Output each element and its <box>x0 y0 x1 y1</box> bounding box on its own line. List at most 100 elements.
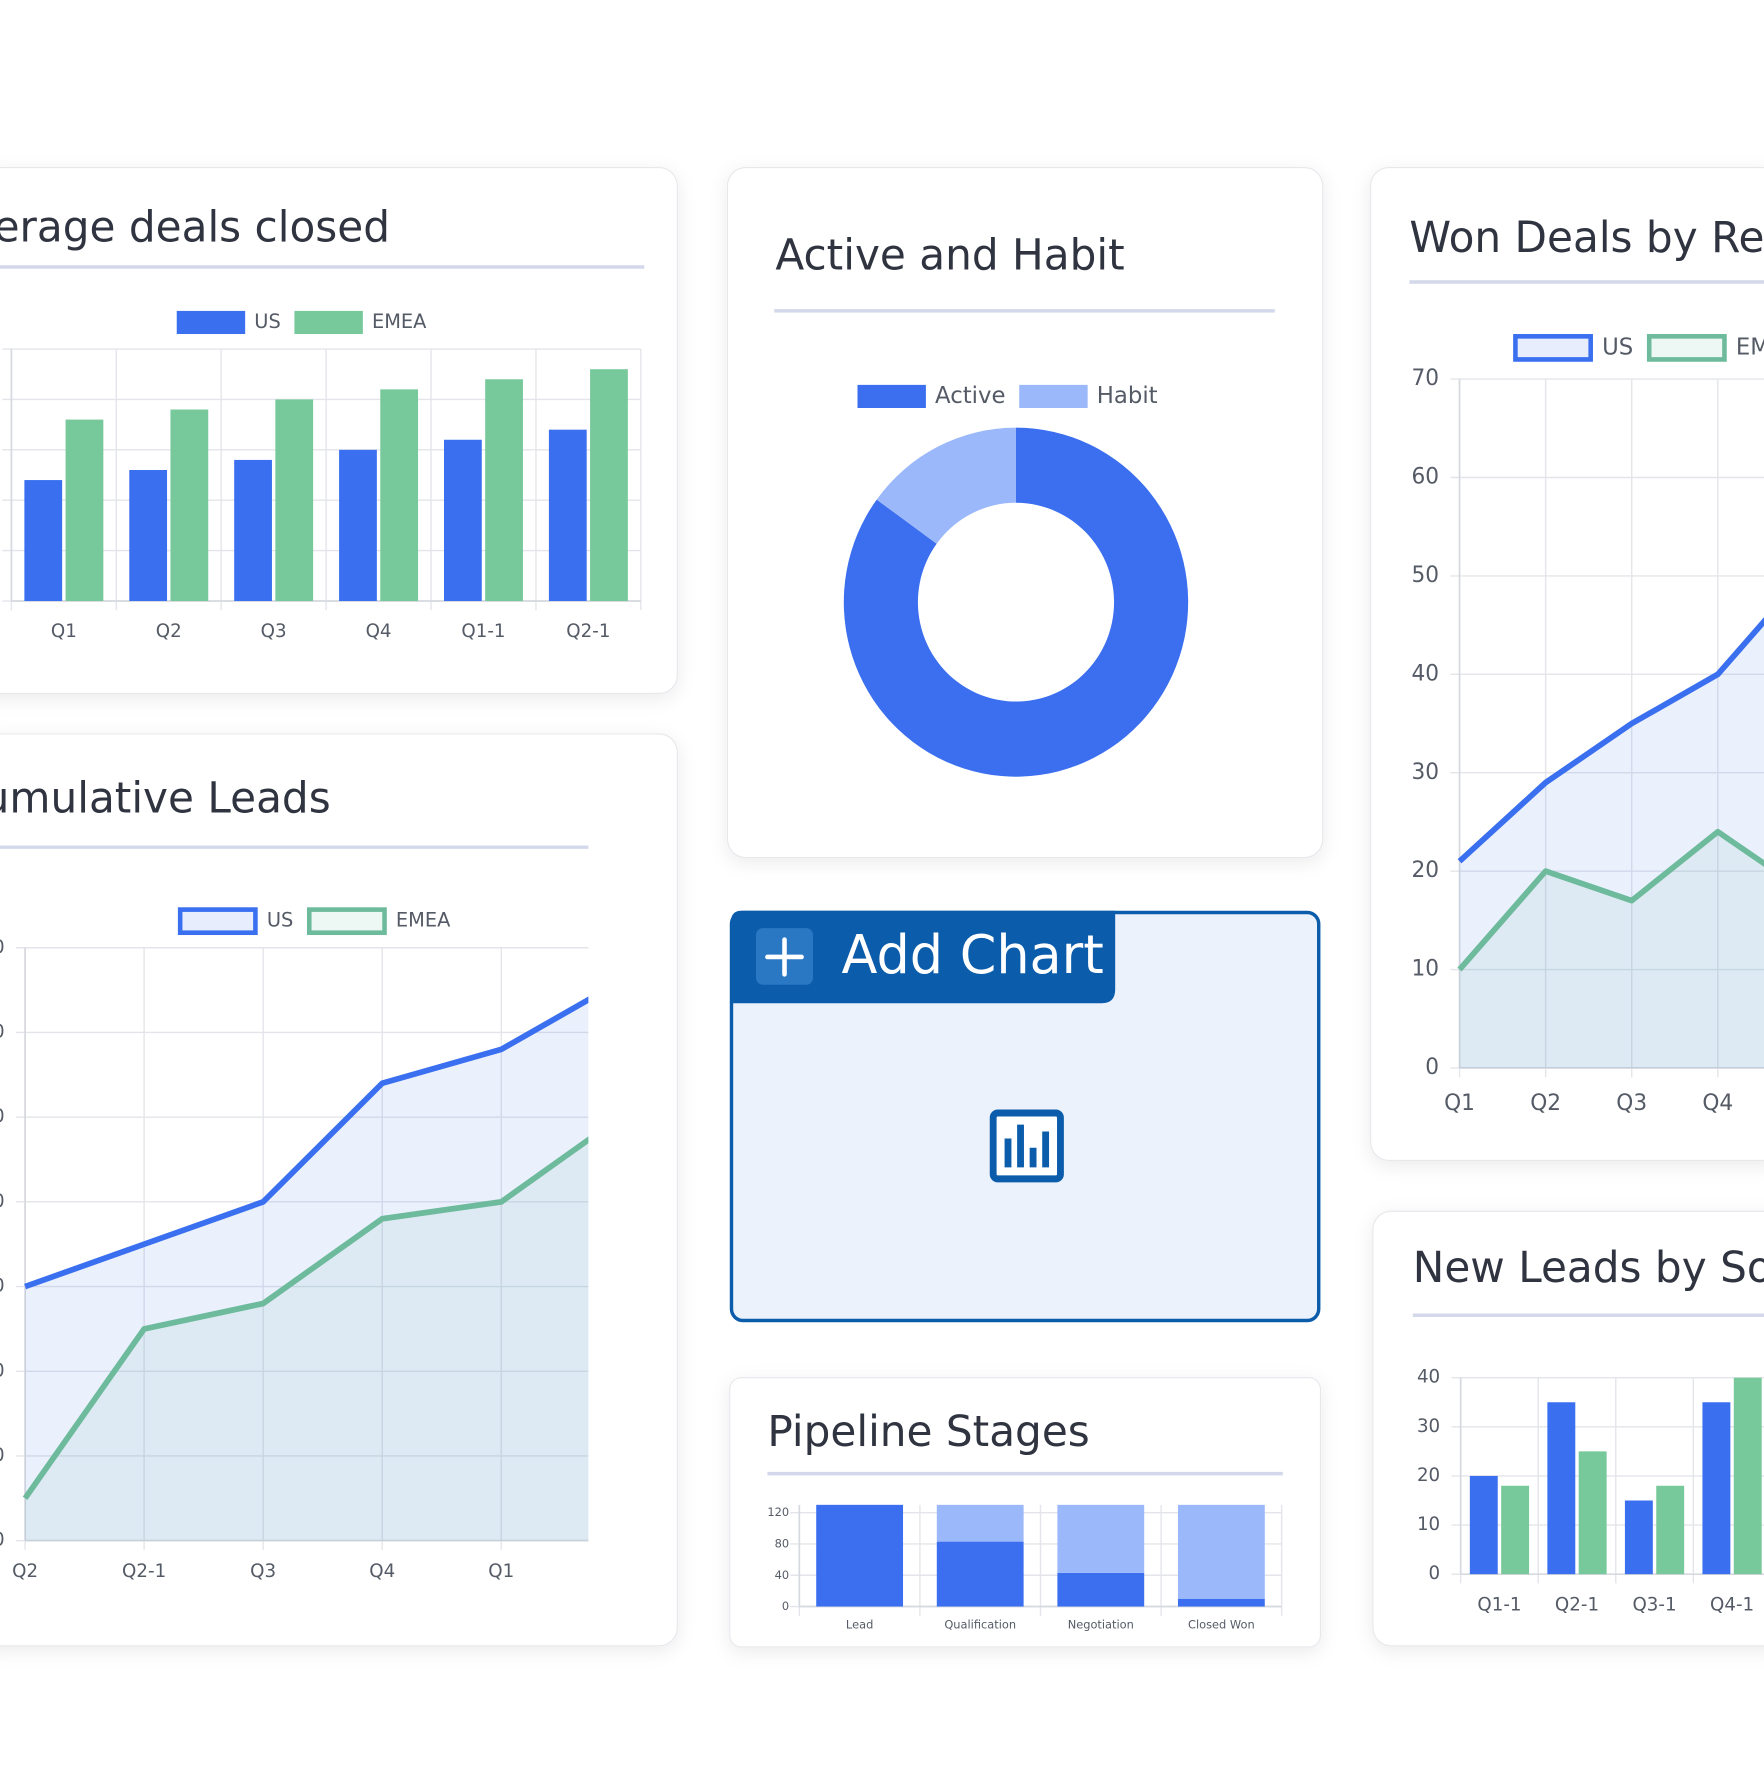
x-tick-label: Q2-1 <box>566 621 610 642</box>
legend-label: EMEA <box>1736 334 1764 360</box>
line <box>1457 617 1764 864</box>
card <box>0 733 678 1647</box>
x-tick-label: Negotiation <box>1068 1617 1134 1631</box>
y-tick-label: 0 <box>1429 1563 1441 1584</box>
legend-swatch <box>1019 384 1088 408</box>
line <box>24 996 589 1290</box>
y-tick-label: 0 <box>0 1530 5 1551</box>
x-tick-label: Q1-1 <box>461 621 505 642</box>
y-tick-label: 40 <box>0 1191 5 1212</box>
card <box>1370 167 1764 1161</box>
legend-swatch <box>1646 334 1727 362</box>
line-area <box>1459 621 1764 1068</box>
x-tick-label: Q4 <box>369 1561 395 1582</box>
y-tick-label: 0 <box>1425 1055 1439 1080</box>
chart-title: Won Deals by Region <box>1409 214 1764 263</box>
bar <box>485 379 523 602</box>
x-tick-label: Q3-1 <box>1632 1594 1676 1615</box>
y-tick-label: 40 <box>1417 1367 1440 1388</box>
chart-title: Active and Habit <box>775 231 1124 280</box>
x-tick-label: Closed Won <box>1188 1617 1255 1631</box>
add-chart-card[interactable]: Add Chart <box>729 910 1321 1323</box>
y-tick-label: 10 <box>0 1445 5 1466</box>
bar <box>1578 1451 1607 1575</box>
bar <box>1733 1377 1762 1575</box>
bar-segment <box>1057 1572 1145 1607</box>
chart-title: Pipeline Stages <box>767 1408 1089 1457</box>
bar-segment <box>816 1504 904 1607</box>
bar <box>443 439 482 602</box>
bar <box>1547 1402 1576 1575</box>
chart: Active and Habit Active Habit <box>774 231 1275 777</box>
chart-title: Average deals closed <box>0 203 390 252</box>
y-tick-label: 10 <box>1411 956 1439 981</box>
bar <box>234 459 272 602</box>
legend-swatch <box>176 310 246 335</box>
x-tick-label: Q1-1 <box>1477 1594 1521 1615</box>
chart: Average deals closed01020304050Q1Q2Q3Q4Q… <box>0 203 645 642</box>
legend-label: Habit <box>1097 383 1158 409</box>
bar <box>1624 1500 1653 1575</box>
chart-title: New Leads by Source <box>1413 1244 1764 1293</box>
x-tick-label: Q4 <box>1702 1091 1733 1116</box>
doughnut-slice <box>843 427 1189 777</box>
legend-swatch <box>306 907 387 936</box>
bar <box>275 399 314 602</box>
legend-label: US <box>1602 334 1633 360</box>
plus-icon <box>765 937 804 977</box>
bar <box>1656 1485 1685 1575</box>
bar-segment <box>1057 1504 1145 1573</box>
bar <box>170 409 209 602</box>
y-tick-label: 20 <box>1417 1465 1440 1486</box>
bar-segment <box>1177 1504 1265 1599</box>
doughnut-slice <box>876 427 1016 544</box>
chart-icon[interactable] <box>989 1109 1064 1183</box>
y-tick-label: 30 <box>0 1275 5 1296</box>
y-tick-label: 70 <box>1411 366 1439 391</box>
bar <box>24 480 63 602</box>
y-tick-label: 40 <box>1411 661 1439 686</box>
bar <box>380 389 419 602</box>
x-tick-label: Q2-1 <box>1555 1594 1599 1615</box>
chart: Pipeline Stages 0 40 80 120 Lead Qualification… <box>767 1408 1283 1632</box>
legend-label: US <box>254 310 280 333</box>
x-tick-label: Q3 <box>1616 1091 1647 1116</box>
line <box>1457 828 1764 972</box>
legend-label: EMEA <box>396 909 451 932</box>
y-tick-label: 40 <box>775 1568 789 1582</box>
legend-swatch <box>1513 334 1593 362</box>
y-tick-label: 0 <box>782 1599 789 1613</box>
y-tick-label: 60 <box>0 1021 5 1042</box>
x-tick-label: Q2 <box>156 621 182 642</box>
bar <box>1501 1485 1530 1575</box>
chart: New Leads by Source 0 10 20 30 40 Q1-1 Q2-1 Q3-1… <box>1412 1244 1764 1615</box>
legend-label: EMEA <box>372 310 427 333</box>
y-tick-label: 70 <box>0 937 5 958</box>
legend-swatch <box>294 310 363 335</box>
x-tick-label: Q1 <box>488 1561 514 1582</box>
y-tick-label: 50 <box>1411 563 1439 588</box>
add-chart-label[interactable]: Add Chart <box>842 925 1104 986</box>
y-tick-label: 20 <box>1411 858 1439 883</box>
bar <box>548 429 587 602</box>
bar-segment <box>936 1504 1024 1542</box>
legend-swatch <box>857 384 926 408</box>
x-tick-label: Q3 <box>250 1561 276 1582</box>
x-tick-label: Q3 <box>261 621 287 642</box>
y-tick-label: 30 <box>1411 760 1439 785</box>
chart-icon-bars <box>1004 1124 1050 1168</box>
x-tick-label: Lead <box>846 1617 873 1631</box>
line-area <box>1459 831 1764 1068</box>
y-tick-label: 10 <box>1417 1514 1440 1535</box>
y-tick-label: 20 <box>0 1360 5 1381</box>
x-tick-label: Qualification <box>944 1617 1016 1631</box>
bar-segment <box>936 1541 1024 1607</box>
bar <box>1469 1475 1498 1575</box>
add-chart-tab[interactable] <box>730 910 1116 1004</box>
bar <box>590 369 628 602</box>
y-tick-label: 50 <box>0 1106 5 1127</box>
chart: Cumulative Leads 0 10 20 30 40 50 60 70 Q2 Q2-1 Q3 Q… <box>0 774 589 1582</box>
x-tick-label: Q2-1 <box>122 1561 166 1582</box>
